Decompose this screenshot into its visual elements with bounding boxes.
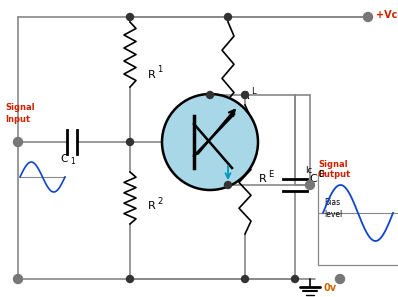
Text: R: R	[242, 91, 250, 101]
Circle shape	[127, 276, 133, 282]
Circle shape	[162, 94, 258, 190]
Text: E: E	[318, 170, 323, 179]
Text: 0v: 0v	[324, 283, 337, 293]
Text: Ic: Ic	[305, 166, 312, 175]
Circle shape	[224, 13, 232, 20]
Text: +Vcc: +Vcc	[376, 10, 398, 20]
Circle shape	[127, 13, 133, 20]
Text: Signal: Signal	[318, 160, 347, 169]
Text: level: level	[324, 210, 342, 219]
Text: L: L	[251, 86, 256, 96]
Circle shape	[242, 91, 248, 99]
Text: C: C	[309, 174, 317, 184]
Text: E: E	[268, 170, 273, 179]
Circle shape	[306, 181, 314, 189]
Circle shape	[14, 274, 23, 284]
Circle shape	[14, 138, 23, 146]
Text: C: C	[242, 160, 247, 169]
Circle shape	[127, 138, 133, 146]
Circle shape	[336, 274, 345, 284]
Circle shape	[363, 12, 373, 21]
Circle shape	[224, 181, 232, 189]
Text: R: R	[259, 174, 267, 184]
Text: R: R	[148, 201, 156, 211]
Circle shape	[242, 276, 248, 282]
Text: 2: 2	[157, 197, 162, 206]
Circle shape	[207, 91, 213, 99]
Text: I: I	[234, 163, 237, 173]
Circle shape	[291, 276, 298, 282]
Text: Output: Output	[318, 170, 351, 179]
Text: 1: 1	[157, 66, 162, 75]
Text: R: R	[148, 70, 156, 80]
Text: 1: 1	[70, 157, 75, 166]
Text: Input: Input	[5, 115, 30, 124]
Text: C: C	[60, 154, 68, 164]
Text: Bias: Bias	[324, 198, 340, 207]
Text: Signal: Signal	[5, 103, 35, 112]
